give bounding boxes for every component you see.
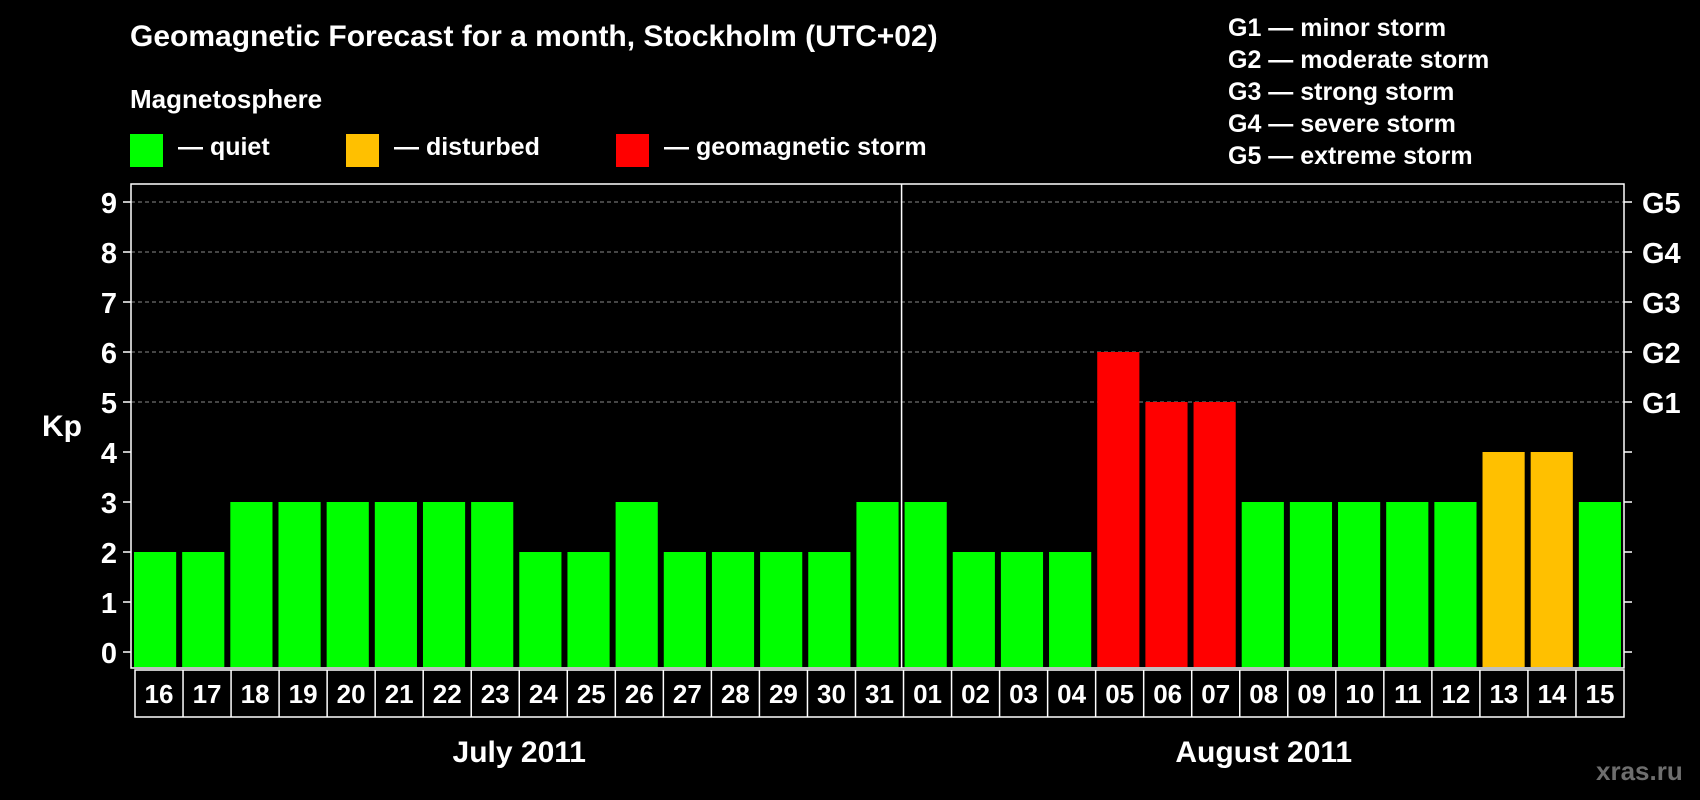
day-label-12: 12 xyxy=(1441,679,1470,709)
bar-28 xyxy=(711,552,755,667)
day-label-01: 01 xyxy=(913,679,942,709)
bar-06 xyxy=(1145,402,1188,667)
y-tick-label-5: 5 xyxy=(101,388,117,420)
right-label-G5: G5 xyxy=(1642,188,1681,220)
bar-26 xyxy=(615,502,658,667)
storm-scale-g3: G3 — strong storm xyxy=(1228,78,1455,106)
month-label-july: July 2011 xyxy=(452,736,586,769)
legend-swatch-storm xyxy=(616,134,649,167)
bar-25 xyxy=(567,552,610,667)
bar-01 xyxy=(904,502,947,667)
bar-23 xyxy=(471,502,514,667)
legend-swatch-quiet xyxy=(130,134,163,167)
bar-20 xyxy=(326,502,369,667)
day-label-25: 25 xyxy=(577,679,606,709)
day-label-24: 24 xyxy=(529,679,558,709)
bar-03 xyxy=(1000,552,1044,667)
day-label-11: 11 xyxy=(1394,679,1422,709)
y-tick-label-6: 6 xyxy=(101,338,117,370)
day-label-14: 14 xyxy=(1537,679,1566,709)
chart-title: Geomagnetic Forecast for a month, Stockh… xyxy=(130,20,938,53)
right-label-G4: G4 xyxy=(1642,238,1681,270)
day-label-03: 03 xyxy=(1009,679,1038,709)
day-label-23: 23 xyxy=(481,679,510,709)
legend-title: Magnetosphere xyxy=(130,84,323,114)
bar-19 xyxy=(278,502,321,667)
bar-31 xyxy=(856,502,899,667)
bar-07 xyxy=(1193,402,1236,667)
legend-label-storm: — geomagnetic storm xyxy=(664,133,927,161)
day-label-29: 29 xyxy=(769,679,798,709)
bar-16 xyxy=(134,552,177,667)
day-label-15: 15 xyxy=(1586,679,1615,709)
day-label-27: 27 xyxy=(673,679,702,709)
day-label-28: 28 xyxy=(721,679,750,709)
bar-12 xyxy=(1434,502,1477,667)
bar-02 xyxy=(952,552,995,667)
bar-21 xyxy=(374,502,417,667)
y-tick-label-2: 2 xyxy=(101,538,117,570)
legend-swatch-disturbed xyxy=(346,134,379,167)
day-label-26: 26 xyxy=(625,679,654,709)
y-tick-label-1: 1 xyxy=(101,588,117,620)
month-label-august: August 2011 xyxy=(1175,736,1353,769)
y-tick-label-9: 9 xyxy=(101,188,117,220)
bar-13 xyxy=(1482,452,1525,667)
storm-scale-g2: G2 — moderate storm xyxy=(1228,46,1490,74)
bar-11 xyxy=(1386,502,1429,667)
bar-27 xyxy=(663,552,706,667)
storm-scale-g5: G5 — extreme storm xyxy=(1228,142,1473,170)
day-label-02: 02 xyxy=(961,679,990,709)
day-label-31: 31 xyxy=(865,679,894,709)
watermark: xras.ru xyxy=(1596,756,1683,786)
bar-17 xyxy=(182,552,225,667)
day-label-07: 07 xyxy=(1201,679,1230,709)
bar-10 xyxy=(1338,502,1381,667)
day-label-18: 18 xyxy=(241,679,270,709)
day-label-21: 21 xyxy=(385,679,414,709)
y-tick-label-3: 3 xyxy=(101,488,117,520)
day-label-13: 13 xyxy=(1489,679,1518,709)
day-label-30: 30 xyxy=(817,679,846,709)
plot-frame xyxy=(130,183,1625,669)
storm-scale-g1: G1 — minor storm xyxy=(1228,14,1447,42)
y-tick-label-4: 4 xyxy=(101,438,117,470)
storm-scale-g4: G4 — severe storm xyxy=(1228,110,1456,138)
bar-09 xyxy=(1289,502,1333,667)
day-label-05: 05 xyxy=(1105,679,1134,709)
bar-04 xyxy=(1049,552,1092,667)
y-tick-label-7: 7 xyxy=(101,288,117,320)
day-label-22: 22 xyxy=(433,679,462,709)
day-label-08: 08 xyxy=(1249,679,1278,709)
bar-29 xyxy=(760,552,803,667)
bar-24 xyxy=(519,552,562,667)
right-label-G2: G2 xyxy=(1642,338,1681,370)
y-tick-label-8: 8 xyxy=(101,238,117,270)
day-label-frame xyxy=(134,669,1625,718)
right-label-G1: G1 xyxy=(1642,388,1681,420)
day-label-10: 10 xyxy=(1345,679,1374,709)
bar-14 xyxy=(1530,452,1573,667)
bar-05 xyxy=(1097,352,1140,667)
bar-15 xyxy=(1578,502,1621,667)
bar-08 xyxy=(1241,502,1284,667)
day-label-06: 06 xyxy=(1153,679,1182,709)
bar-30 xyxy=(808,552,851,667)
y-axis-label: Kp xyxy=(42,410,82,443)
day-label-19: 19 xyxy=(289,679,318,709)
day-label-20: 20 xyxy=(337,679,366,709)
day-label-17: 17 xyxy=(193,679,222,709)
day-label-16: 16 xyxy=(145,679,174,709)
legend-label-quiet: — quiet xyxy=(178,133,270,161)
y-tick-label-0: 0 xyxy=(101,638,117,670)
legend-label-disturbed: — disturbed xyxy=(394,133,540,161)
day-label-09: 09 xyxy=(1297,679,1326,709)
bar-22 xyxy=(422,502,466,667)
bar-18 xyxy=(230,502,273,667)
right-label-G3: G3 xyxy=(1642,288,1681,320)
day-label-04: 04 xyxy=(1057,679,1086,709)
